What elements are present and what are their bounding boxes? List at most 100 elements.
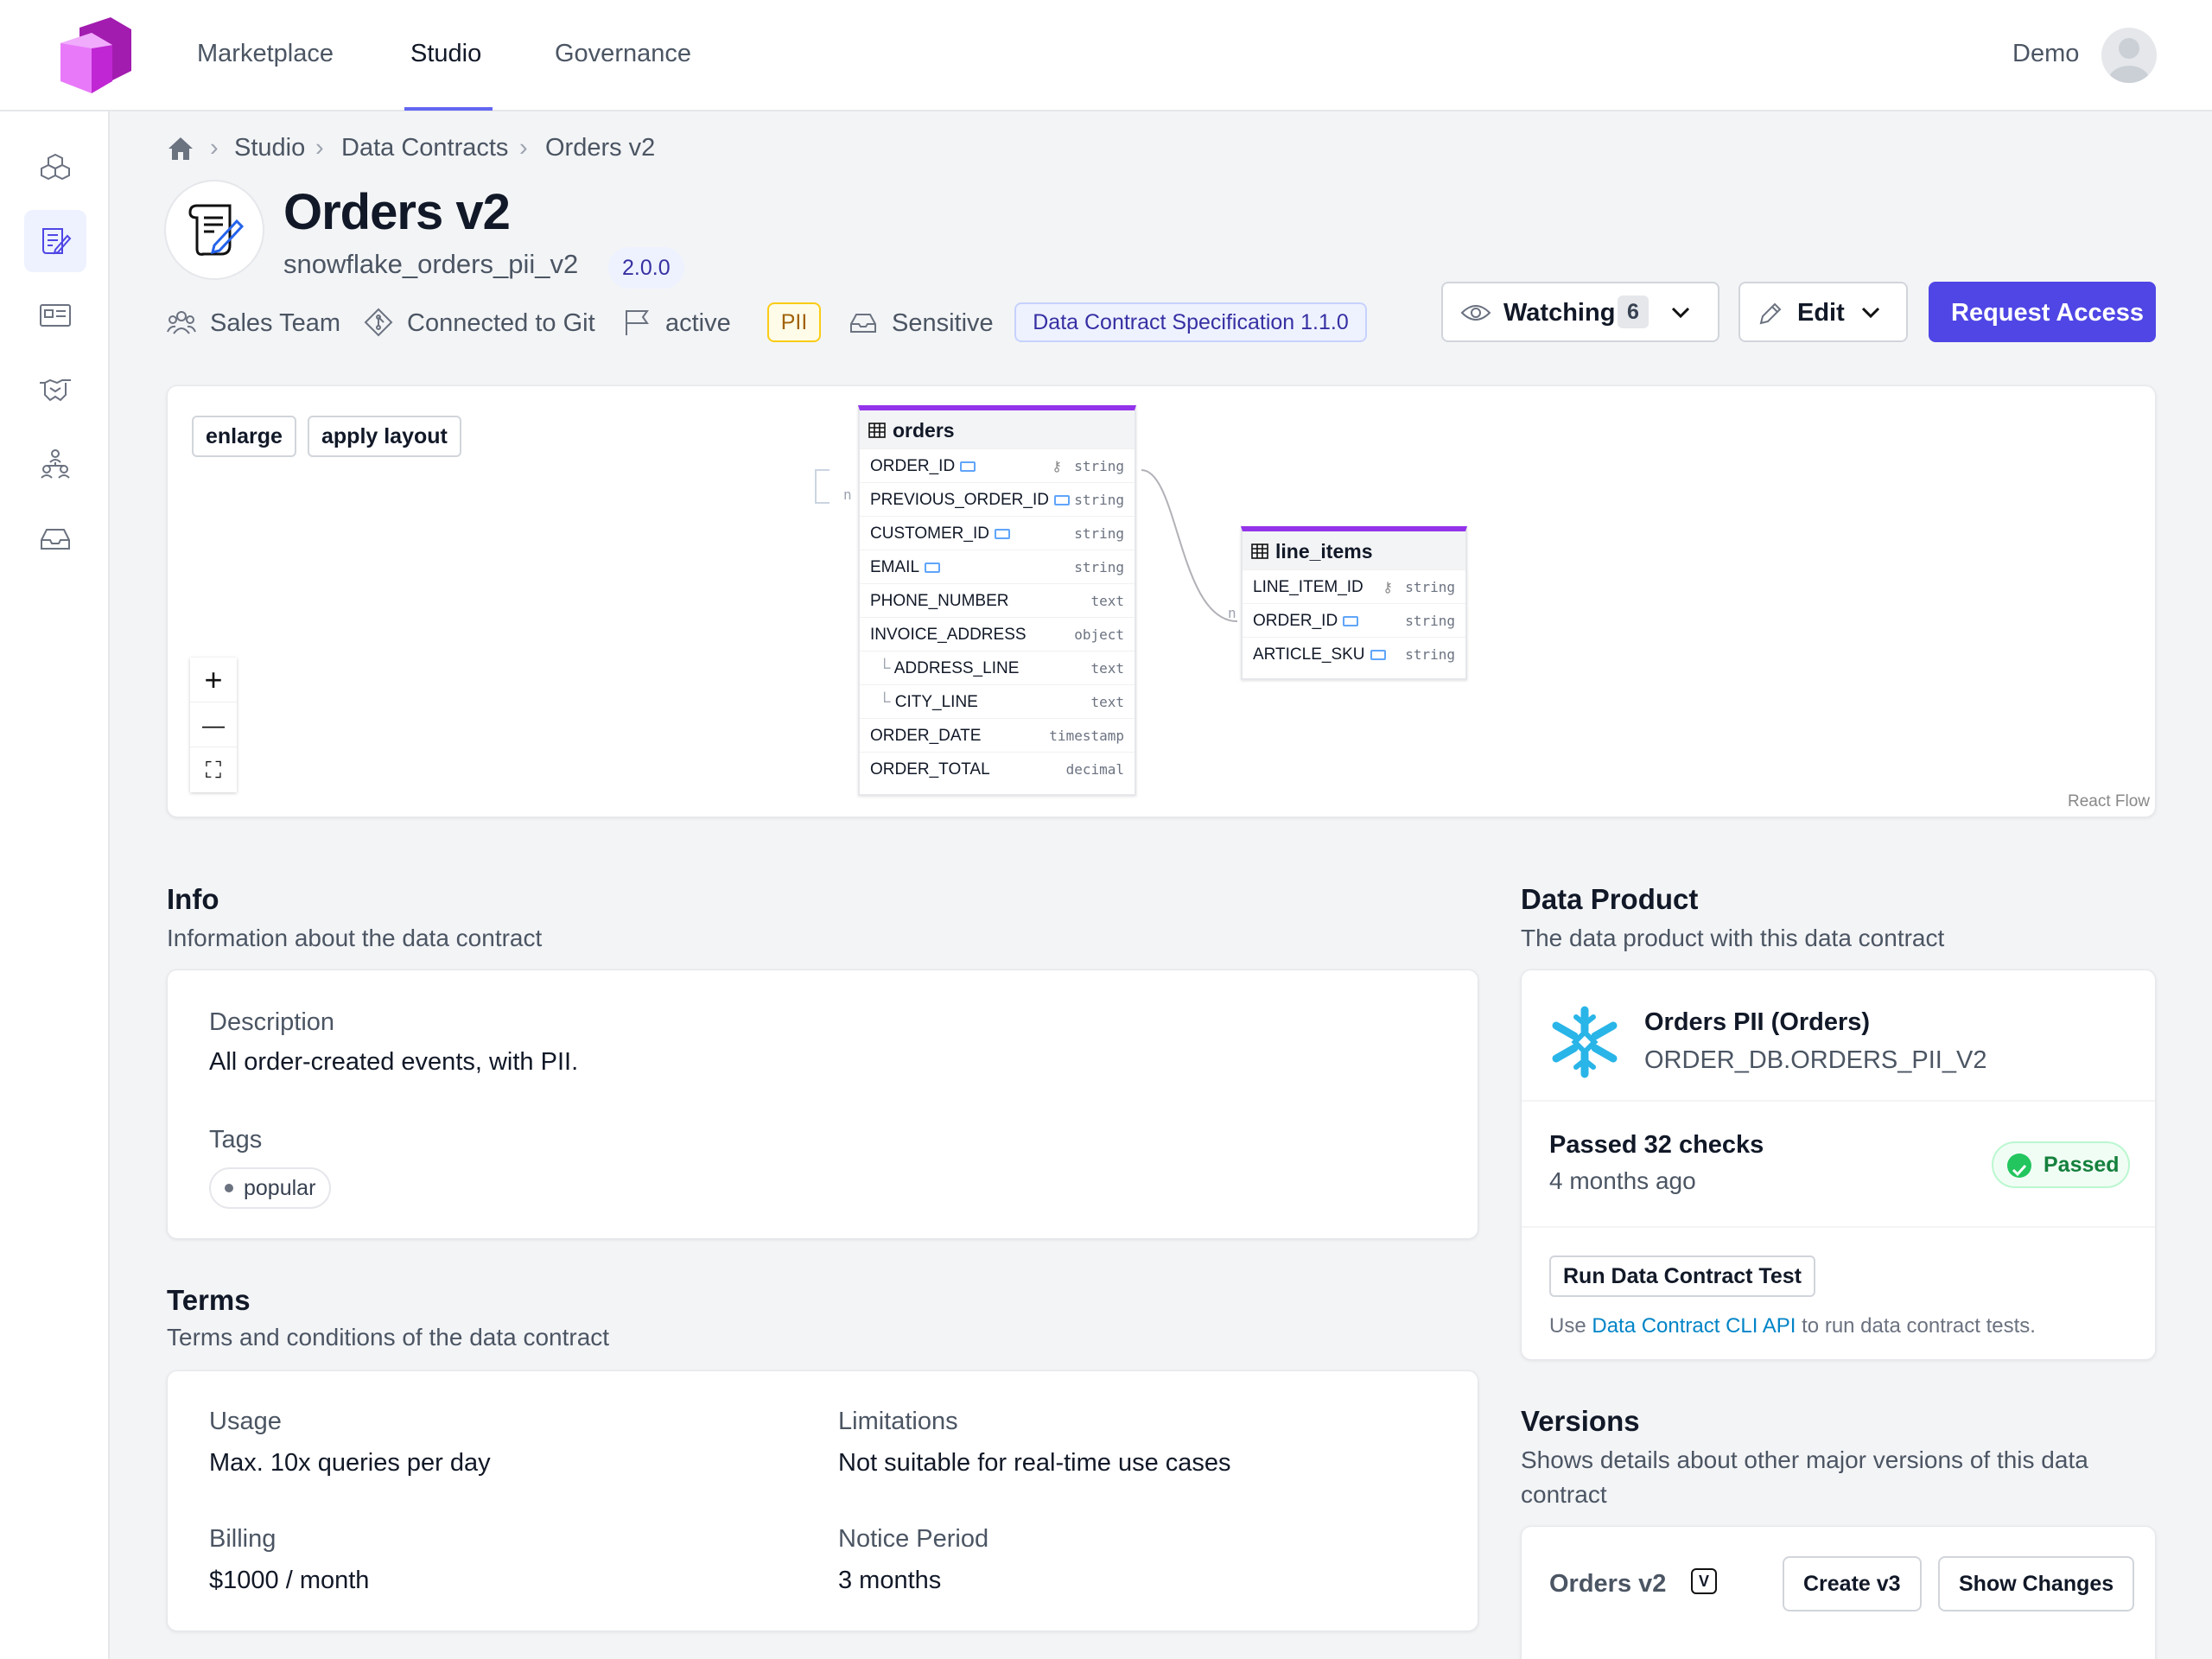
watching-button[interactable]: Watching 6 — [1441, 282, 1719, 342]
field-name: ORDER_TOTAL — [870, 760, 990, 779]
field-row[interactable]: EMAIL string — [860, 550, 1135, 583]
field-name: ADDRESS_LINE — [893, 659, 1020, 677]
avatar[interactable] — [2101, 28, 2157, 83]
field-name: ORDER_ID — [1253, 612, 1338, 630]
cli-api-link[interactable]: Data Contract CLI API — [1592, 1314, 1796, 1338]
table-icon — [1251, 543, 1268, 559]
cli-hint-suffix: to run data contract tests. — [1796, 1314, 2036, 1338]
field-type: string — [1405, 613, 1455, 629]
field-name: ORDER_ID — [870, 457, 956, 475]
field-row[interactable]: └ ADDRESS_LINE text — [860, 651, 1135, 684]
team-icon — [41, 449, 70, 479]
billing-value: $1000 / month — [209, 1567, 370, 1594]
user-icon — [2108, 38, 2150, 83]
breadcrumb-studio[interactable]: Studio — [234, 134, 306, 162]
field-row[interactable]: └ CITY_LINE text — [860, 684, 1135, 718]
nav-marketplace[interactable]: Marketplace — [197, 40, 334, 67]
status-badge: Passed — [1992, 1141, 2130, 1188]
sidebar-item-contracts[interactable] — [24, 210, 86, 272]
entity-line-items[interactable]: line_items LINE_ITEM_ID ⚷ string ORDER_ID s… — [1241, 526, 1467, 680]
zoom-in-button[interactable]: + — [190, 658, 237, 702]
nav-governance[interactable]: Governance — [555, 40, 691, 67]
field-type: string — [1405, 579, 1455, 595]
run-test-button[interactable]: Run Data Contract Test — [1549, 1255, 1815, 1297]
tags-label: Tags — [209, 1126, 263, 1154]
divider — [1522, 1226, 2155, 1228]
show-changes-button[interactable]: Show Changes — [1938, 1556, 2135, 1611]
billing-label: Billing — [209, 1525, 276, 1553]
sidebar-item-catalog[interactable] — [24, 284, 86, 346]
cli-hint-prefix: Use — [1549, 1314, 1592, 1338]
field-name: PREVIOUS_ORDER_ID — [870, 491, 1049, 509]
table-icon — [868, 423, 886, 438]
terms-title: Terms — [167, 1284, 251, 1316]
entity-header: orders — [860, 410, 1135, 448]
description-value: All order-created events, with PII. — [209, 1048, 579, 1076]
field-type: string — [1074, 492, 1124, 508]
inbox-icon — [41, 529, 70, 550]
field-row[interactable]: ORDER_ID string — [1243, 603, 1465, 637]
field-type: string — [1405, 646, 1455, 663]
nav-studio[interactable]: Studio — [410, 40, 482, 67]
pii-badge: PII — [767, 302, 821, 342]
field-row[interactable]: INVOICE_ADDRESS object — [860, 617, 1135, 651]
versions-subtitle-2: contract — [1521, 1481, 1607, 1508]
field-row[interactable]: CUSTOMER_ID string — [860, 516, 1135, 550]
request-access-button[interactable]: Request Access — [1929, 282, 2156, 342]
zoom-out-button[interactable]: — — [190, 702, 237, 747]
notice-period-value: 3 months — [838, 1567, 942, 1594]
description-label: Description — [209, 1008, 335, 1036]
sidebar-item-products[interactable] — [24, 137, 86, 200]
apply-layout-button[interactable]: apply layout — [308, 416, 461, 457]
pii-tag-icon — [1343, 615, 1359, 626]
pii-tag-icon — [1370, 649, 1386, 660]
owner-team[interactable]: Sales Team — [167, 308, 357, 339]
key-icon: ⚷ — [1052, 460, 1062, 474]
versions-card: Orders v2 V Create v3 Show Changes — [1521, 1526, 2156, 1659]
edge-cardinality: n — [1228, 605, 1236, 621]
create-version-button[interactable]: Create v3 — [1783, 1556, 1922, 1611]
home-icon[interactable] — [167, 135, 194, 162]
entity-orders[interactable]: orders ORDER_ID ⚷ string PREVIOUS_ORDER_ID… — [858, 405, 1136, 796]
limitations-label: Limitations — [838, 1408, 958, 1435]
field-row[interactable]: ORDER_TOTAL decimal — [860, 752, 1135, 785]
field-row[interactable]: PREVIOUS_ORDER_ID string — [860, 482, 1135, 516]
snowflake-icon[interactable] — [1548, 1005, 1622, 1079]
git-label: Connected to Git — [407, 309, 595, 337]
sidebar-item-inbox[interactable] — [24, 507, 86, 569]
react-flow-attribution[interactable]: React Flow — [2067, 792, 2150, 810]
sidebar-item-teams[interactable] — [24, 433, 86, 495]
divider — [1522, 1100, 2155, 1102]
field-row[interactable]: ARTICLE_SKU string — [1243, 637, 1465, 671]
spec-badge[interactable]: Data Contract Specification 1.1.0 — [1014, 302, 1367, 342]
field-row[interactable]: ORDER_ID ⚷ string — [860, 448, 1135, 482]
top-nav: Marketplace Studio Governance Demo — [0, 0, 2212, 111]
info-card: Description All order-created events, wi… — [167, 969, 1478, 1239]
relationship-edge — [1141, 469, 1238, 622]
pencil-icon — [1759, 302, 1782, 325]
schema-diagram[interactable]: enlarge apply layout n n orders ORDER_ID… — [167, 385, 2156, 817]
field-name: LINE_ITEM_ID — [1253, 578, 1363, 596]
edit-button[interactable]: Edit — [1738, 282, 1908, 342]
field-type: timestamp — [1049, 728, 1124, 744]
field-row[interactable]: ORDER_DATE timestamp — [860, 718, 1135, 752]
flag-icon — [626, 310, 649, 335]
breadcrumb-current[interactable]: Orders v2 — [545, 134, 656, 162]
pii-tag-icon — [925, 562, 941, 573]
sidebar-item-agreements[interactable] — [24, 359, 86, 421]
chevron-down-icon — [1671, 307, 1690, 319]
terms-card: Usage Max. 10x queries per day Limitatio… — [167, 1370, 1478, 1631]
tag-popular[interactable]: popular — [209, 1167, 332, 1209]
git-status[interactable]: Connected to Git — [364, 308, 606, 339]
check-circle-icon — [2007, 1154, 2031, 1178]
field-name: ORDER_DATE — [870, 727, 982, 745]
field-type: decimal — [1065, 761, 1124, 778]
app-logo-icon[interactable] — [60, 17, 131, 93]
fit-view-button[interactable]: ⛶ — [205, 757, 222, 783]
breadcrumb-data-contracts[interactable]: Data Contracts — [341, 134, 509, 162]
field-row[interactable]: PHONE_NUMBER text — [860, 583, 1135, 617]
field-row[interactable]: LINE_ITEM_ID ⚷ string — [1243, 569, 1465, 603]
data-product-name[interactable]: Orders PII (Orders) — [1644, 1008, 1871, 1036]
enlarge-button[interactable]: enlarge — [192, 416, 296, 457]
user-name[interactable]: Demo — [2012, 40, 2080, 67]
